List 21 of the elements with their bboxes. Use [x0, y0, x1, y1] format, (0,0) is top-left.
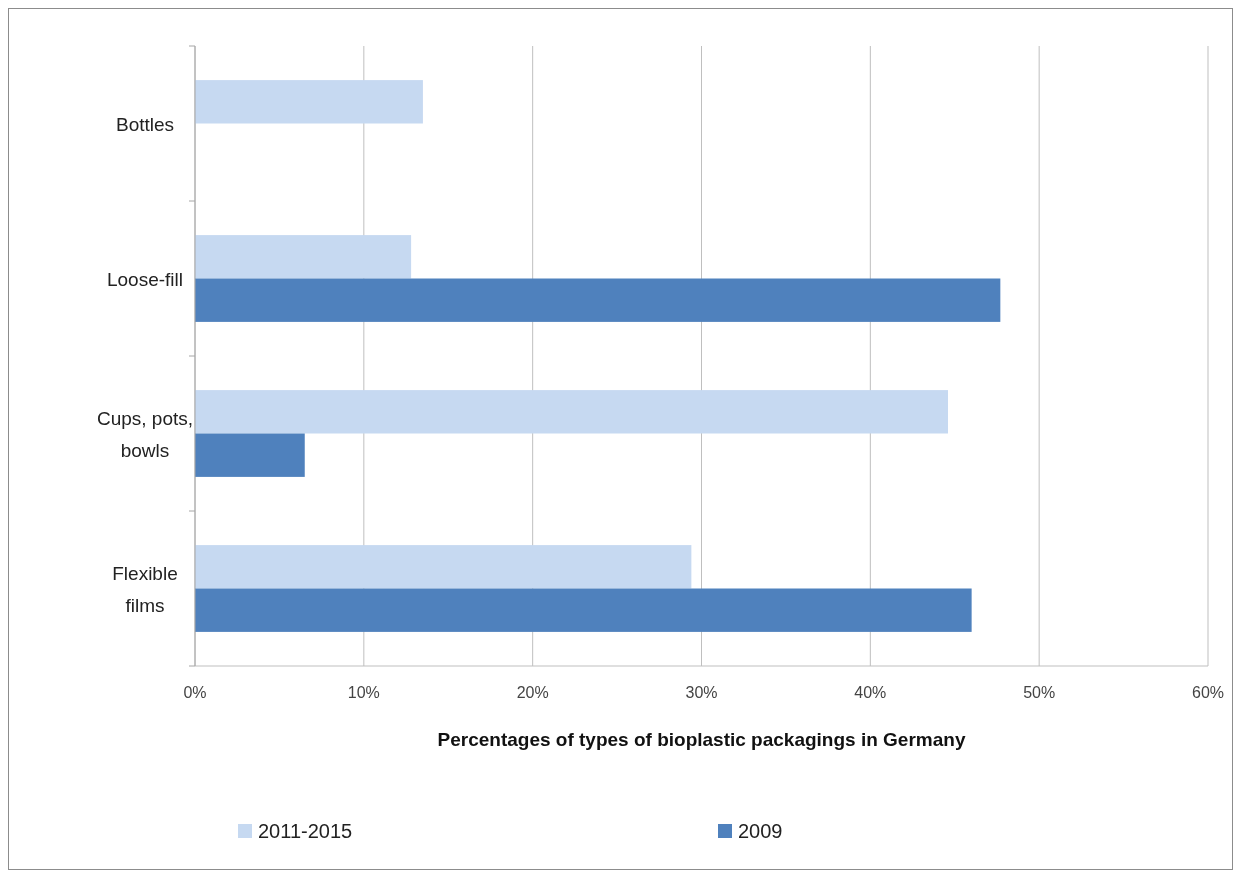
x-axis-title: Percentages of types of bioplastic packagings in Germany [437, 729, 966, 750]
x-tick-label: 30% [685, 684, 718, 701]
bar [195, 390, 948, 434]
bar [195, 433, 305, 477]
x-tick-label: 20% [516, 684, 549, 701]
x-tick-label: 0% [183, 684, 207, 701]
x-tick-label: 60% [1191, 684, 1225, 701]
bar [195, 235, 412, 279]
bar [195, 545, 692, 589]
x-tick-label: 50% [1023, 684, 1056, 701]
y-tick-label: Flexible films [112, 562, 178, 616]
legend-label: 2009 [738, 820, 783, 842]
y-tick-label: Bottles [115, 113, 175, 135]
y-tick-label: Cups, pots, bowls [96, 407, 194, 461]
bar [195, 80, 423, 124]
y-tick-label: Loose-fill [106, 268, 184, 290]
bar [195, 588, 972, 632]
x-tick-label: 10% [347, 684, 380, 701]
bar [195, 278, 1001, 322]
x-tick-label: 40% [854, 684, 887, 701]
legend-label: 2011-2015 [258, 820, 353, 842]
